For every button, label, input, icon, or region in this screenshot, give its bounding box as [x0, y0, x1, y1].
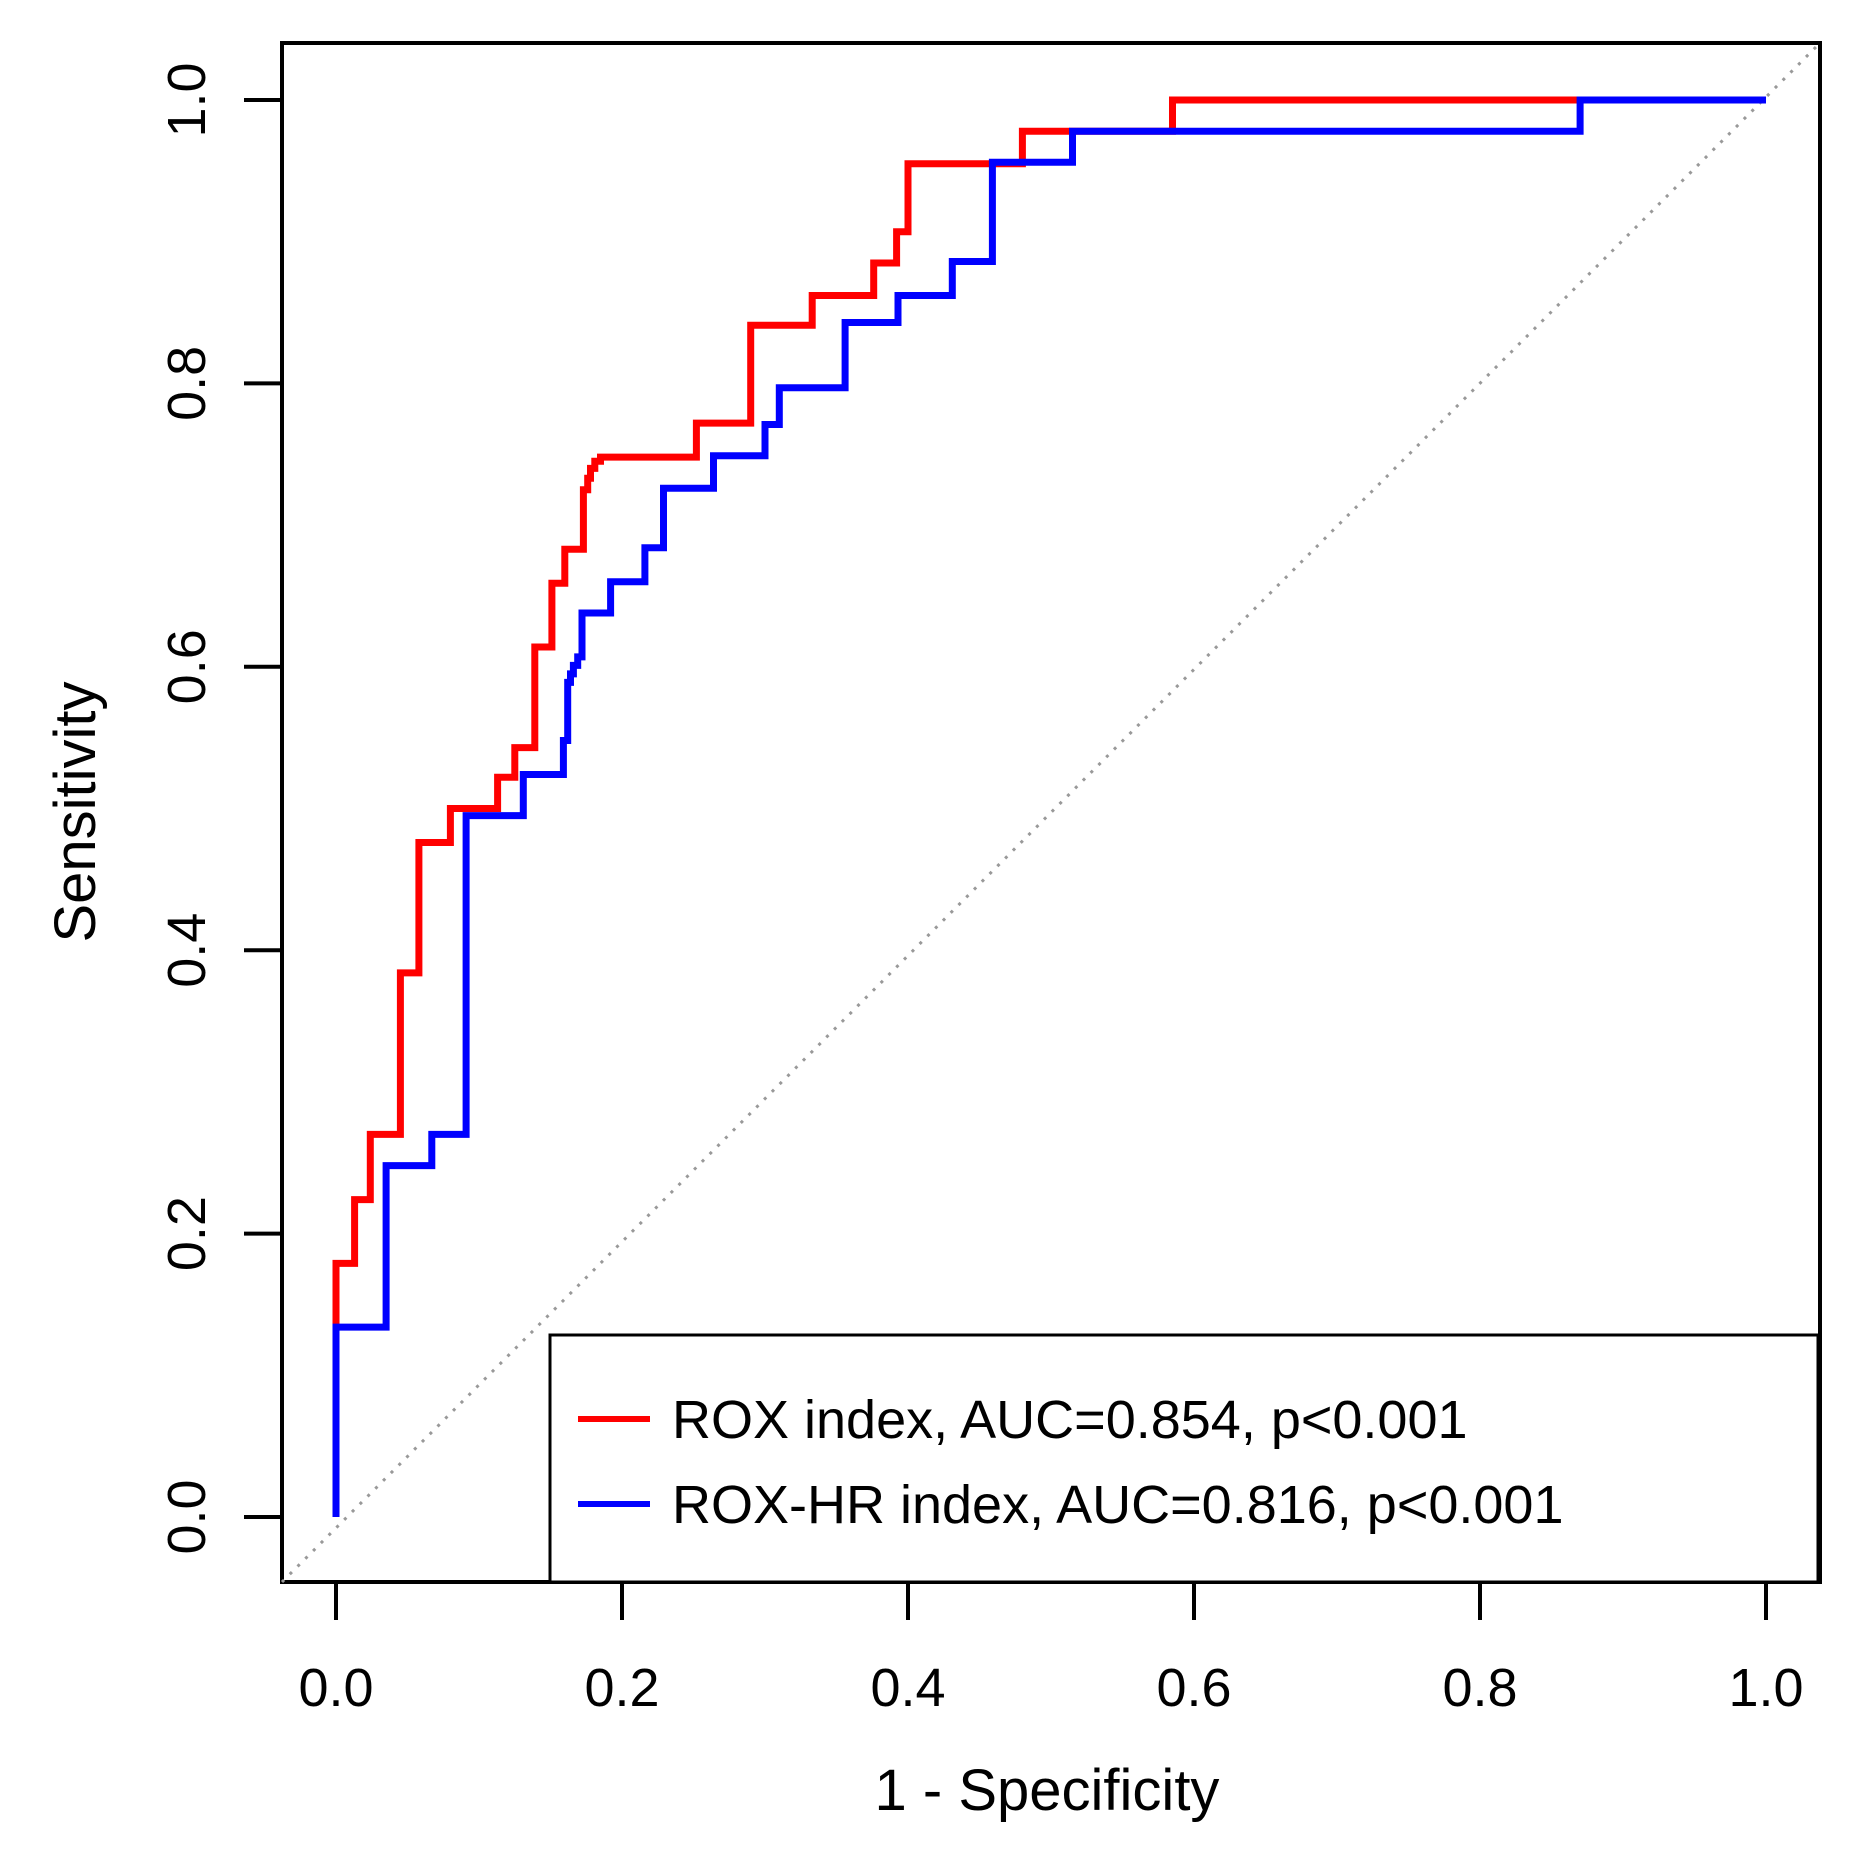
roc-curves — [332, 96, 1766, 1517]
legend-box — [548, 1333, 1820, 1584]
legend-label-rox-hr-index: ROX-HR index, AUC=0.816, p<0.001 — [672, 1475, 1564, 1535]
x-tick-label: 1.0 — [1728, 1658, 1803, 1718]
y-tick-label: 0.2 — [157, 1196, 217, 1271]
y-axis-ticks: 0.0 0.2 0.4 0.6 0.8 1.0 — [157, 62, 282, 1555]
x-tick-label: 0.6 — [1156, 1658, 1231, 1718]
roc-curve-rox-hr-index — [332, 96, 1766, 1517]
x-axis-ticks: 0.0 0.2 0.4 0.6 0.8 1.0 — [298, 1582, 1804, 1718]
x-tick-label: 0.4 — [870, 1658, 945, 1718]
y-tick-label: 0.8 — [157, 346, 217, 421]
y-tick-label: 1.0 — [157, 62, 217, 137]
x-axis-title: 1 - Specificity — [875, 1758, 1220, 1823]
x-tick-label: 0.0 — [298, 1658, 373, 1718]
y-axis-title: Sensitivity — [43, 681, 108, 942]
legend: ROX index, AUC=0.854, p<0.001 ROX-HR ind… — [548, 1333, 1820, 1584]
roc-curve-rox-index — [332, 96, 1766, 1517]
legend-label-rox-index: ROX index, AUC=0.854, p<0.001 — [672, 1390, 1468, 1450]
y-tick-label: 0.6 — [157, 629, 217, 704]
y-tick-label: 0.4 — [157, 913, 217, 988]
x-tick-label: 0.8 — [1442, 1658, 1517, 1718]
x-tick-label: 0.2 — [584, 1658, 659, 1718]
y-tick-label: 0.0 — [157, 1479, 217, 1554]
